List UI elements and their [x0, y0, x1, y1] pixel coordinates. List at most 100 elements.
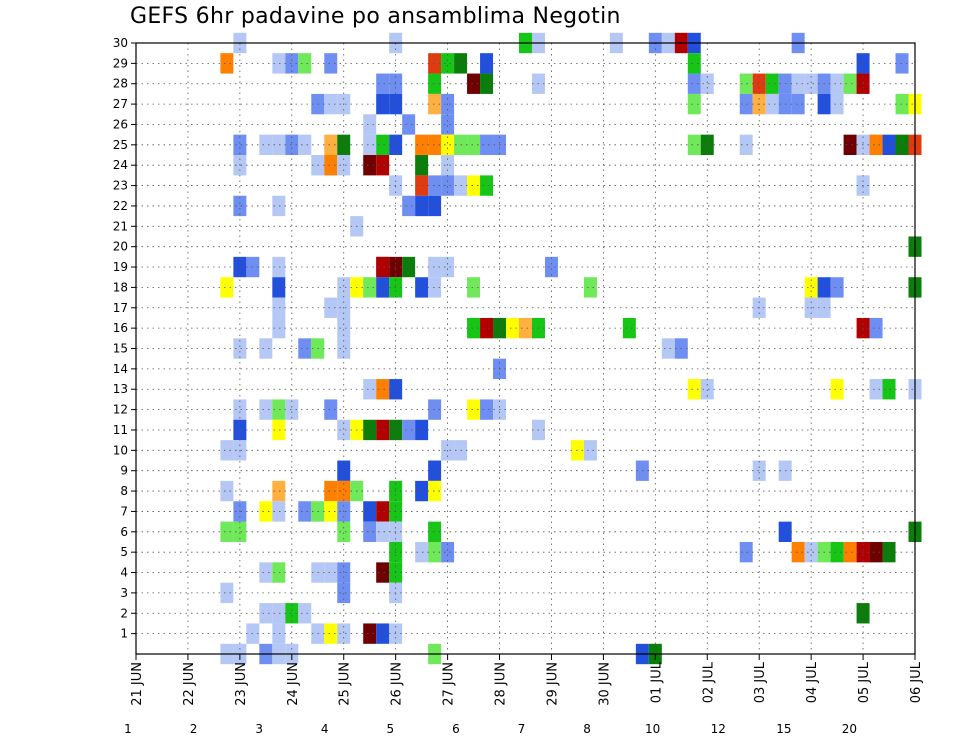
heatmap-cell	[337, 480, 351, 502]
heatmap-cell	[428, 195, 442, 217]
heatmap-cell	[480, 317, 494, 339]
heatmap-cell	[506, 317, 519, 339]
heatmap-cell	[480, 73, 494, 94]
heatmap-cell	[337, 277, 351, 298]
y-tick-label: 17	[113, 301, 128, 315]
heatmap-cell	[467, 277, 481, 298]
heatmap-cell	[687, 73, 701, 94]
heatmap-cell	[467, 175, 481, 196]
heatmap-cell	[272, 297, 286, 318]
heatmap-cell	[376, 256, 390, 278]
heatmap-cell	[441, 541, 455, 563]
heatmap-cell	[363, 501, 377, 522]
heatmap-cell	[752, 73, 766, 94]
colorbar-label: 2	[190, 722, 198, 736]
heatmap-cell	[415, 155, 429, 176]
y-tick-label: 18	[113, 280, 128, 294]
heatmap-cell	[233, 338, 247, 359]
y-tick-label: 9	[120, 464, 128, 478]
heatmap-cell	[428, 53, 442, 74]
heatmap-cell	[428, 175, 442, 196]
heatmap-cell	[519, 317, 532, 339]
heatmap-cell	[220, 440, 234, 461]
heatmap-cell	[739, 93, 753, 115]
colorbar-label: 20	[842, 722, 857, 736]
heatmap-cell	[376, 501, 390, 522]
heatmap-cell	[791, 73, 805, 94]
colorbar-label: 12	[711, 722, 726, 736]
x-tick-label: 04 JUL	[805, 661, 820, 703]
heatmap-cell	[804, 277, 818, 298]
heatmap-cell	[882, 134, 896, 156]
heatmap-cell	[869, 317, 883, 339]
heatmap-cell	[324, 399, 338, 420]
heatmap-cell	[272, 277, 286, 298]
heatmap-cell	[830, 541, 844, 563]
heatmap-cell	[298, 53, 312, 74]
heatmap-cell	[739, 73, 753, 94]
heatmap-cell	[441, 134, 455, 156]
heatmap-cell	[376, 93, 390, 115]
y-tick-label: 15	[113, 342, 128, 356]
heatmap-cell	[337, 317, 351, 339]
heatmap-cells	[220, 32, 922, 665]
y-tick-label: 7	[120, 504, 128, 518]
x-tick-label: 24 JUN	[286, 662, 301, 706]
heatmap-cell	[272, 501, 286, 522]
colorbar-label: 15	[776, 722, 791, 736]
heatmap-cell	[428, 399, 442, 420]
heatmap-cell	[363, 419, 377, 441]
heatmap-cell	[233, 134, 247, 156]
heatmap-cell	[480, 134, 494, 156]
grid-lines	[135, 42, 916, 654]
x-tick-label: 05 JUL	[857, 661, 872, 703]
y-tick-label: 4	[120, 566, 128, 580]
heatmap-cell	[272, 603, 286, 624]
heatmap-cell	[363, 623, 377, 644]
heatmap-cell	[467, 134, 481, 156]
heatmap-cell	[895, 53, 909, 74]
y-tick-label: 10	[113, 443, 128, 457]
colorbar-label: 10	[645, 722, 660, 736]
heatmap-cell	[480, 175, 494, 196]
heatmap-cell	[895, 134, 909, 156]
heatmap-cell	[337, 338, 351, 359]
heatmap-cell	[687, 93, 701, 115]
heatmap-cell	[376, 419, 390, 441]
heatmap-cell	[480, 399, 494, 420]
heatmap-cell	[298, 338, 312, 359]
heatmap-cell	[376, 155, 390, 176]
heatmap-cell	[298, 501, 312, 522]
heatmap-cell	[363, 277, 377, 298]
heatmap-cell	[661, 338, 675, 359]
heatmap-cell	[415, 134, 429, 156]
heatmap-cell	[700, 73, 714, 94]
y-tick-label: 28	[113, 77, 128, 91]
heatmap-cell	[882, 379, 896, 400]
heatmap-cell	[285, 603, 299, 624]
heatmap-cell	[687, 53, 701, 74]
heatmap-cell	[402, 114, 416, 135]
heatmap-cell	[259, 338, 273, 359]
heatmap-cell	[415, 175, 429, 196]
heatmap-cell	[259, 501, 273, 522]
heatmap-cell	[428, 277, 442, 298]
colorbar: 1 2 3 4 5 6 7 8 10 12 15 20	[124, 722, 857, 736]
heatmap-cell	[765, 73, 779, 94]
heatmap-cell	[869, 541, 883, 563]
y-tick-label: 12	[113, 403, 128, 417]
heatmap-cell	[324, 155, 338, 176]
heatmap-cell	[233, 399, 247, 420]
heatmap-cell	[376, 134, 390, 156]
heatmap-cell	[324, 93, 338, 115]
y-tick-label: 29	[113, 56, 128, 70]
heatmap-cell	[622, 317, 636, 339]
heatmap-cell	[272, 480, 286, 502]
y-tick-label: 27	[113, 97, 128, 111]
x-tick-label: 02 JUL	[701, 661, 716, 703]
heatmap-cell	[337, 419, 351, 441]
heatmap-cell	[376, 73, 390, 94]
heatmap-cell	[830, 277, 844, 298]
heatmap-cell	[376, 562, 390, 583]
